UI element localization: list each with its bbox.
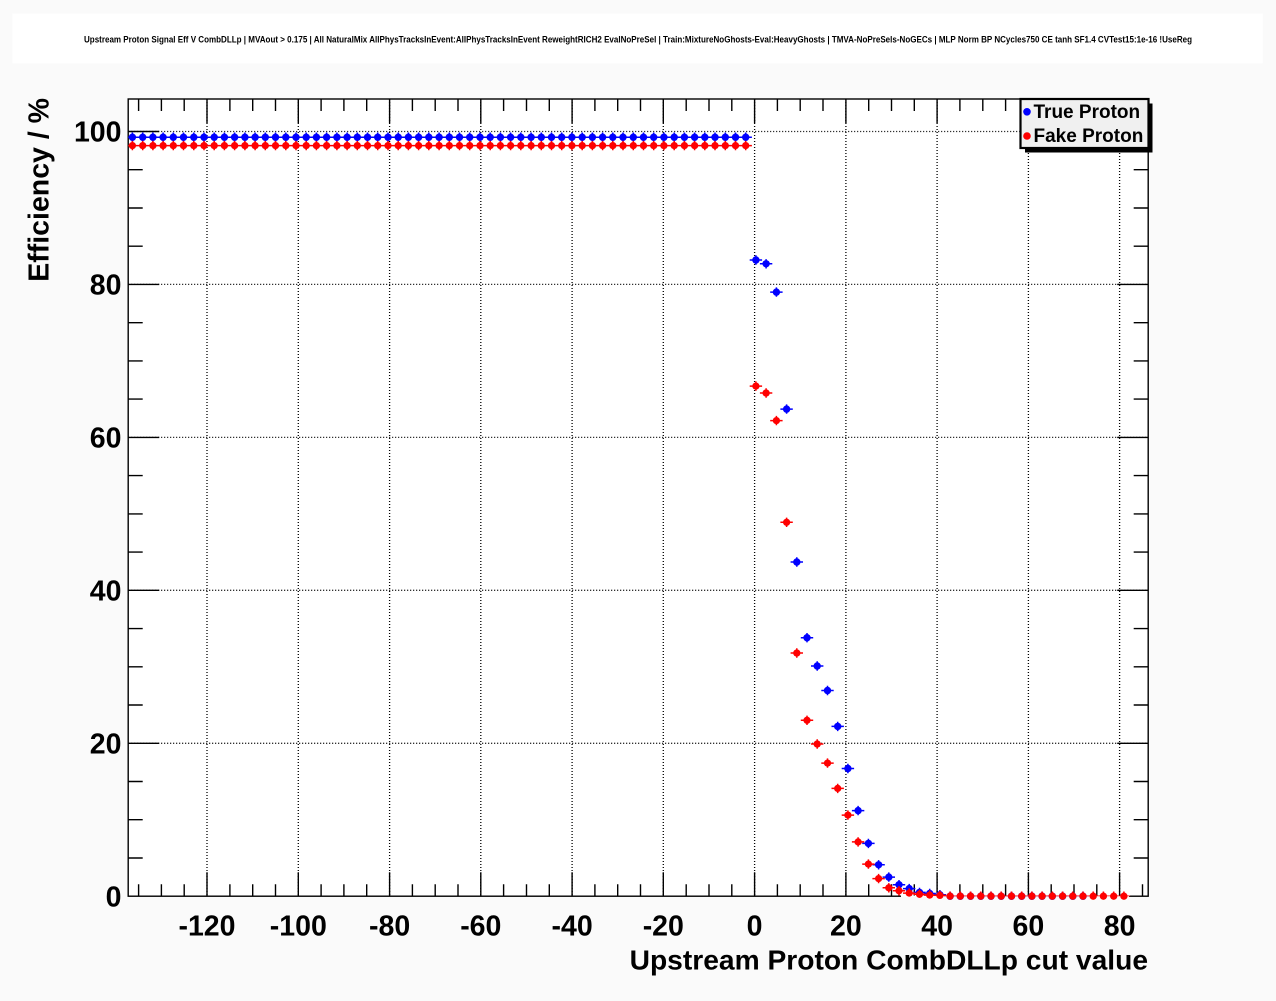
svg-text:-120: -120	[178, 911, 235, 943]
svg-text:Upstream Proton CombDLLp cut v: Upstream Proton CombDLLp cut value	[630, 944, 1148, 976]
svg-text:-40: -40	[551, 911, 592, 943]
svg-text:20: 20	[90, 729, 122, 761]
svg-text:40: 40	[90, 576, 122, 608]
svg-text:-80: -80	[369, 911, 410, 943]
svg-text:60: 60	[1013, 911, 1045, 943]
svg-text:-20: -20	[643, 911, 684, 943]
svg-text:80: 80	[1104, 911, 1136, 943]
svg-text:-100: -100	[270, 911, 327, 943]
svg-text:0: 0	[747, 911, 763, 943]
svg-text:True Proton: True Proton	[1034, 102, 1141, 123]
svg-text:100: 100	[74, 117, 122, 149]
svg-text:20: 20	[830, 911, 862, 943]
svg-text:Fake Proton: Fake Proton	[1034, 126, 1144, 147]
svg-text:Efficiency / %: Efficiency / %	[24, 98, 56, 282]
svg-text:-60: -60	[460, 911, 501, 943]
svg-text:80: 80	[90, 270, 122, 302]
svg-text:0: 0	[106, 881, 122, 913]
svg-text:Upstream Proton Signal Eff V C: Upstream Proton Signal Eff V CombDLLp | …	[84, 35, 1192, 45]
svg-text:60: 60	[90, 423, 122, 455]
svg-text:40: 40	[921, 911, 953, 943]
